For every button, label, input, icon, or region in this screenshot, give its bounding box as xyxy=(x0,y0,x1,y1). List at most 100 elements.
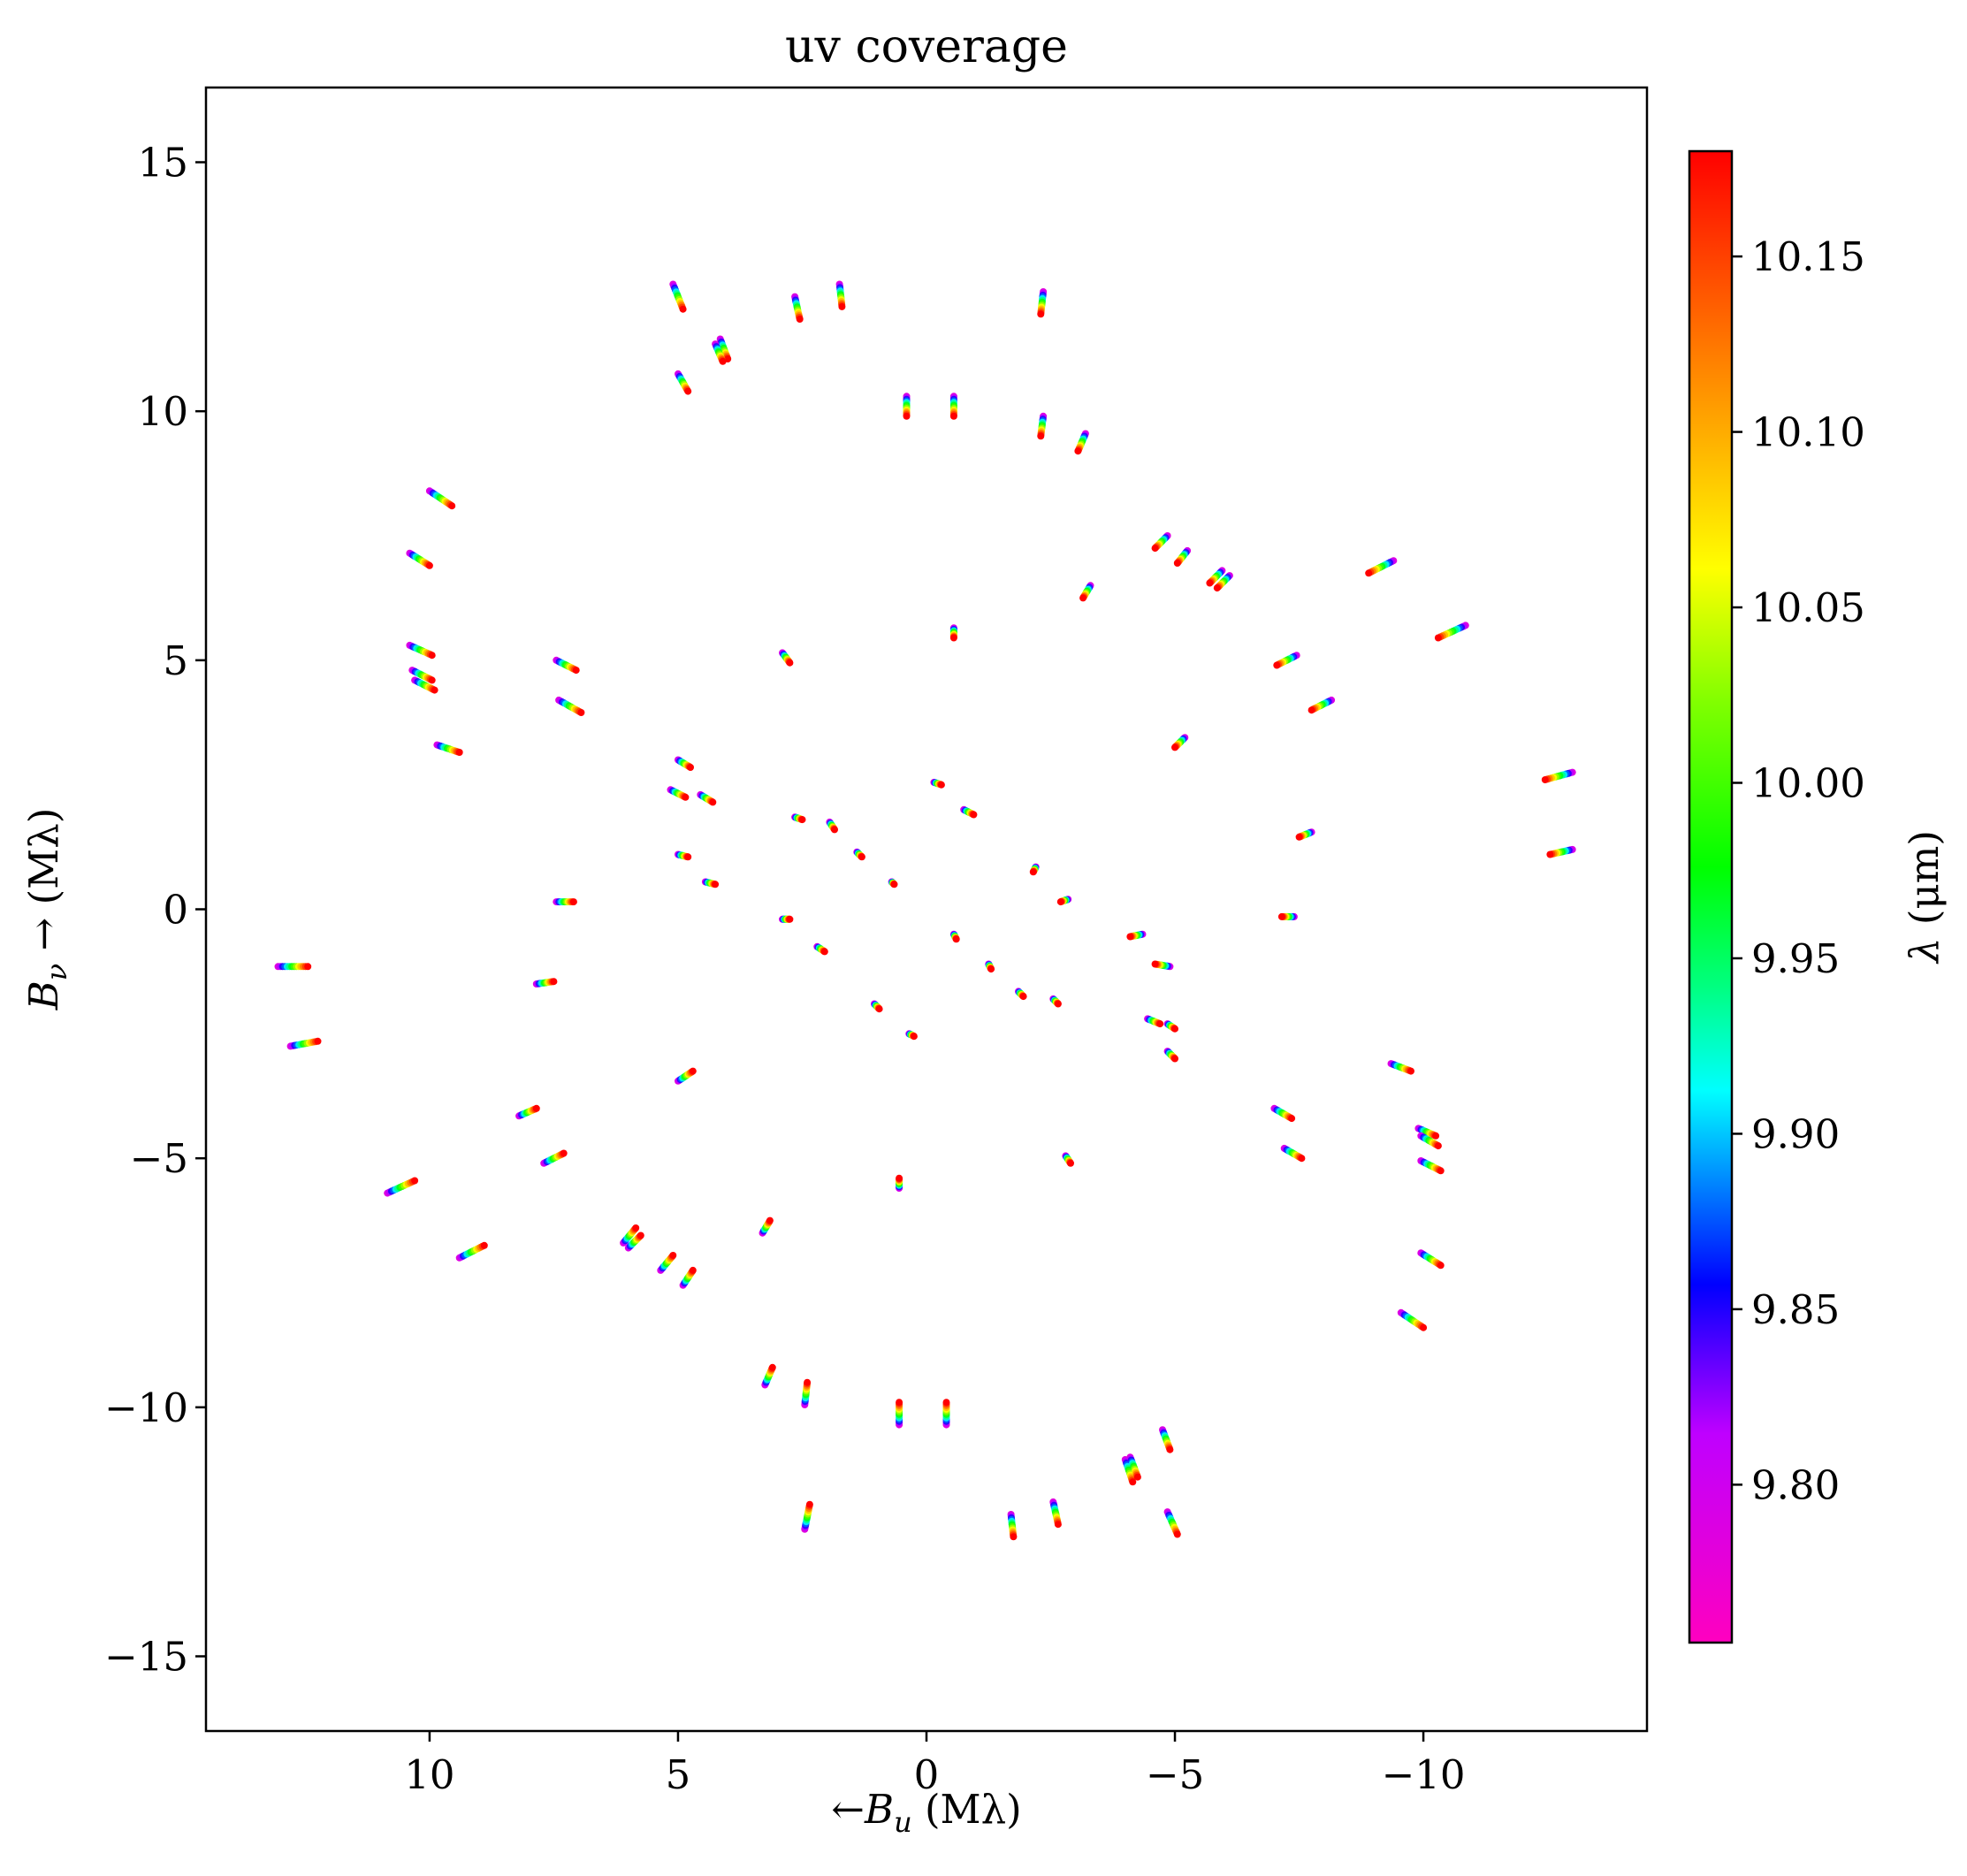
uv-point xyxy=(1298,1155,1306,1163)
uv-point xyxy=(1171,744,1178,751)
uv-track xyxy=(1056,896,1072,906)
uv-point xyxy=(798,816,806,824)
colorbar-tick-label: 10.15 xyxy=(1751,233,1865,280)
uv-point xyxy=(1156,1020,1164,1028)
uv-point xyxy=(1054,1521,1062,1529)
colorbar-ticks: 10.15 10.10 10.05 10.00 9.95 9.90 9.85 9.80 xyxy=(1732,233,1865,1508)
uv-track xyxy=(406,641,436,660)
uv-point xyxy=(1541,776,1549,783)
uv-track xyxy=(1417,1249,1445,1270)
x-tick-label: 0 xyxy=(914,1751,940,1798)
chart-title: uv coverage xyxy=(785,20,1068,73)
uv-point xyxy=(952,935,960,943)
uv-track xyxy=(1126,1453,1141,1481)
uv-track xyxy=(905,1030,918,1041)
uv-track xyxy=(1541,768,1576,783)
uv-point xyxy=(560,1149,568,1157)
uv-track xyxy=(1546,845,1576,858)
uv-track xyxy=(930,778,945,789)
uv-track xyxy=(1062,1152,1074,1167)
data-marks xyxy=(274,280,1576,1541)
uv-track xyxy=(286,1037,322,1050)
uv-track xyxy=(835,280,846,310)
uv-point xyxy=(448,502,456,510)
uv-point xyxy=(455,749,463,756)
y-axis-label-unit: (Mλ) xyxy=(20,808,67,905)
uv-track xyxy=(896,1399,903,1429)
uv-point xyxy=(569,898,577,906)
plot-frame xyxy=(204,86,1649,1733)
uv-track xyxy=(1029,863,1040,876)
uv-track xyxy=(1163,1048,1178,1063)
uv-track xyxy=(1049,1498,1062,1529)
uv-point xyxy=(572,667,580,675)
uv-point xyxy=(1037,310,1045,318)
uv-point xyxy=(890,881,898,888)
uv-point xyxy=(411,1177,419,1185)
uv-point xyxy=(1171,1025,1178,1033)
uv-point xyxy=(425,561,433,569)
colorbar-gradient xyxy=(1688,149,1734,1644)
y-tick-label: −5 xyxy=(130,1135,188,1182)
uv-track xyxy=(949,930,960,943)
uv-track xyxy=(1270,1104,1296,1123)
uv-point xyxy=(1295,833,1303,841)
uv-point xyxy=(896,1174,903,1182)
uv-track xyxy=(903,393,911,420)
colorbar-label-symbol: λ xyxy=(1901,937,1948,965)
uv-track xyxy=(1387,1060,1414,1075)
uv-track xyxy=(1277,912,1298,920)
uv-point xyxy=(679,305,687,313)
uv-track xyxy=(1151,532,1171,553)
uv-track xyxy=(896,1174,903,1192)
uv-track xyxy=(667,786,690,801)
colorbar-tick-label: 9.90 xyxy=(1751,1110,1840,1157)
uv-track xyxy=(1414,1125,1440,1140)
uv-point xyxy=(1166,1445,1174,1453)
uv-track xyxy=(515,1104,540,1120)
uv-point xyxy=(712,881,720,888)
uv-point xyxy=(786,659,794,667)
uv-point xyxy=(1010,1533,1018,1541)
uv-track xyxy=(949,393,957,420)
uv-track xyxy=(791,293,804,323)
uv-point xyxy=(689,1067,697,1075)
uv-track xyxy=(553,656,580,675)
uv-track xyxy=(1206,567,1226,587)
uv-point xyxy=(480,1241,488,1249)
uv-track xyxy=(888,878,898,888)
uv-track xyxy=(801,1378,812,1408)
y-axis-ticks: 15 10 5 0 −5 −10 −15 xyxy=(104,140,206,1681)
uv-point xyxy=(428,676,436,684)
uv-point xyxy=(942,1399,950,1407)
uv-point xyxy=(1437,1167,1445,1175)
uv-track xyxy=(406,549,433,569)
y-tick-label: 5 xyxy=(163,637,188,684)
uv-track xyxy=(455,1241,488,1262)
x-axis-ticks: 10 5 0 −5 −10 xyxy=(404,1731,1466,1798)
uv-track xyxy=(1173,546,1192,567)
x-tick-label: −10 xyxy=(1382,1751,1466,1798)
colorbar-tick-label: 9.95 xyxy=(1751,935,1840,982)
uv-point xyxy=(577,709,585,716)
uv-track xyxy=(1049,995,1062,1008)
x-tick-label: 10 xyxy=(404,1751,454,1798)
uv-point xyxy=(838,302,846,310)
uv-point xyxy=(1171,1055,1178,1063)
y-tick-label: −15 xyxy=(104,1634,188,1681)
y-axis-label-arrow: → xyxy=(20,918,67,951)
uv-track xyxy=(1280,1144,1306,1163)
uv-point xyxy=(903,412,911,420)
colorbar: 10.15 10.10 10.05 10.00 9.95 9.90 9.85 9.80 λ (… xyxy=(1688,149,1948,1644)
uv-point xyxy=(1546,850,1554,858)
uv-point xyxy=(910,1033,918,1041)
uv-track xyxy=(1037,412,1048,440)
uv-point xyxy=(1151,545,1159,553)
x-tick-label: −5 xyxy=(1146,1751,1204,1798)
x-axis-label-arrow: ← xyxy=(831,1786,865,1833)
uv-track xyxy=(697,790,717,806)
y-tick-label: 15 xyxy=(138,140,188,187)
x-axis-label: ←Bu (Mλ) xyxy=(831,1786,1021,1839)
uv-point xyxy=(632,1224,640,1232)
uv-point xyxy=(1420,1323,1428,1331)
